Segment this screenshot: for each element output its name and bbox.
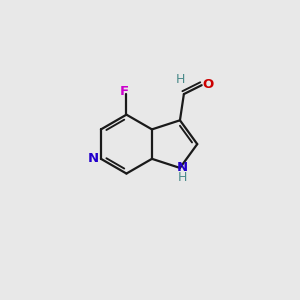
Text: F: F (119, 85, 129, 98)
Text: O: O (202, 78, 214, 91)
Text: N: N (177, 160, 188, 173)
Text: H: H (178, 171, 187, 184)
Text: H: H (176, 73, 186, 86)
Text: N: N (88, 152, 99, 165)
